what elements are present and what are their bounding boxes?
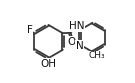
Text: F: F — [27, 25, 33, 35]
Text: CH₃: CH₃ — [88, 51, 105, 60]
Text: HN: HN — [69, 21, 85, 31]
Text: O: O — [68, 37, 76, 47]
Text: N: N — [75, 41, 83, 51]
Text: OH: OH — [40, 59, 56, 69]
